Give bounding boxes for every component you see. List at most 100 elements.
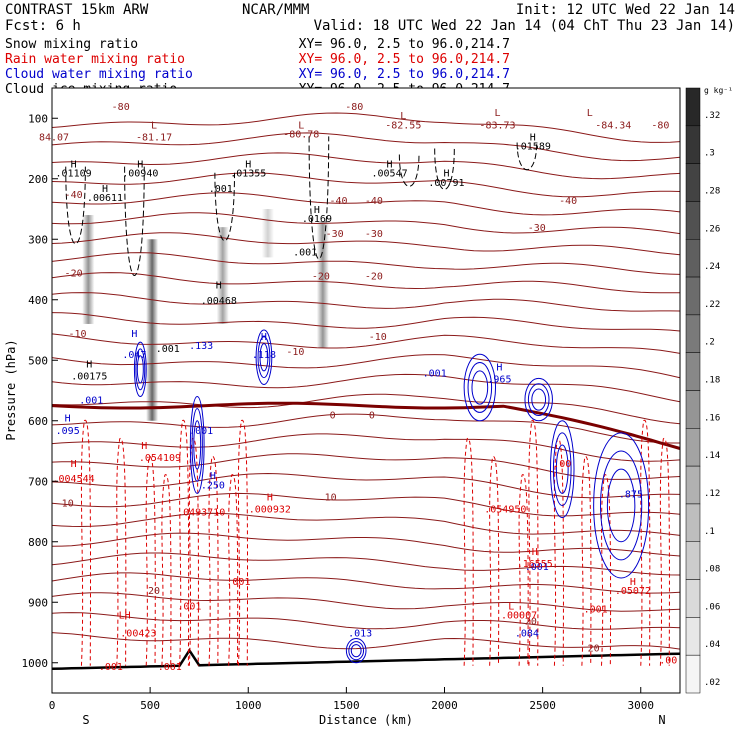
- isotherm-label: 20: [525, 616, 537, 627]
- contour-labels: -80 -80 -80 -40 -40 -40 -40 -30 -30 -30 -20 -20 -20 -…: [39, 102, 677, 673]
- extremum-label: .0493710: [177, 508, 225, 519]
- forecast-hour: Fcst: 6 h: [5, 18, 81, 34]
- extremum-label: L: [298, 120, 304, 131]
- colorbar-segment: [685, 125, 701, 164]
- extremum-label: H: [496, 362, 502, 373]
- snow-shading: [82, 209, 329, 421]
- isotherm: [51, 453, 681, 480]
- x-tick-label: 3000: [628, 699, 655, 712]
- colorbar-tick-label: .14: [704, 451, 720, 461]
- extremum-label: H: [267, 492, 273, 503]
- extremum-label: .01109: [56, 169, 92, 180]
- colorbar-segment: [685, 239, 701, 278]
- x-tick-label: 1500: [333, 699, 360, 712]
- isotherm-label: -30: [326, 229, 344, 240]
- isotherm: [51, 312, 681, 332]
- colorbar-tick-label: .3: [704, 149, 715, 159]
- cloud-water-contour: [133, 341, 147, 398]
- legend-xy: XY= 96.0, 2.5 to 96.0,214.7: [299, 67, 510, 82]
- isotherm: [51, 393, 681, 425]
- colorbar-segment: [685, 390, 701, 429]
- extremum-label: .000932: [249, 504, 291, 515]
- colorbar-tick-label: .24: [704, 262, 720, 272]
- x-tick-label: 0: [49, 699, 56, 712]
- extremum-label: .133: [189, 341, 213, 352]
- freezing-isotherm: [51, 401, 681, 450]
- isotherm: [51, 172, 681, 198]
- extremum-label: H: [71, 160, 77, 171]
- extremum-label: .001: [209, 184, 233, 195]
- extremum-label: .001: [293, 247, 317, 258]
- extremum-label: H: [387, 160, 393, 171]
- cloud-water-contour: [255, 329, 273, 385]
- cloud-water-contour: [555, 444, 569, 494]
- cloud-water-contour: [257, 336, 271, 379]
- colorbar-tick-label: .06: [704, 602, 720, 612]
- cloud-water-contour: [345, 638, 367, 664]
- isotherm: [51, 252, 681, 275]
- extremum-label: H: [71, 459, 77, 470]
- rain-contour: [145, 456, 156, 666]
- rain-contour: [179, 419, 190, 666]
- extremum-label: H: [102, 184, 108, 195]
- isotherm-label: 10: [325, 492, 337, 503]
- cloud-water-contour: [471, 370, 489, 405]
- rain-contour: [237, 419, 249, 666]
- extremum-label: H: [314, 205, 320, 216]
- isotherm: [51, 572, 681, 594]
- extremum-label: .001: [525, 562, 549, 573]
- snow-streak: [216, 227, 229, 324]
- temperature-isotherms: [51, 112, 681, 671]
- legend-label: Cloud water mixing ratio: [5, 67, 193, 82]
- isotherm-label: -20: [312, 272, 330, 283]
- extremum-label: .118: [252, 350, 276, 361]
- center-name: NCAR/MMM: [242, 2, 309, 18]
- extremum-label: .00423: [120, 629, 156, 640]
- snow-streak: [146, 239, 159, 421]
- surface-line: [51, 648, 681, 671]
- y-tick-label: 1000: [22, 657, 49, 670]
- isotherm-label: -40: [329, 196, 347, 207]
- plot-border: [51, 87, 681, 694]
- extremum-label: H: [210, 471, 216, 482]
- extremum-label: .084: [515, 629, 539, 640]
- colorbar-segment: [685, 503, 701, 542]
- extremum-label: .00175: [71, 371, 107, 382]
- cloud-water-contour: [191, 408, 203, 482]
- extremum-label: .00007: [501, 610, 537, 621]
- isotherm: [51, 612, 681, 630]
- cloud-water-contour: [350, 644, 362, 658]
- extremum-label: .250: [201, 480, 225, 491]
- isotherm-label: -80: [345, 102, 363, 113]
- extremum-label: H: [65, 414, 71, 425]
- extremum-label: .16555: [517, 559, 553, 570]
- extremum-label: H: [532, 547, 538, 558]
- isotherm-label: 20: [148, 586, 160, 597]
- cloud-ice-contour: [308, 136, 330, 260]
- isotherm: [51, 492, 681, 517]
- y-tick-label: 800: [28, 536, 48, 549]
- cloud-ice-contour: [398, 154, 420, 187]
- isotherm: [51, 232, 681, 256]
- isotherm-label: -80: [651, 120, 669, 131]
- isotherm: [51, 152, 681, 180]
- isotherm-label: -40: [559, 196, 577, 207]
- isotherm-label: -20: [365, 272, 383, 283]
- isotherm: [51, 292, 681, 312]
- snow-streak: [82, 215, 95, 324]
- cloud-water-contour: [531, 388, 547, 411]
- y-tick-label: 600: [28, 415, 48, 428]
- extremum-label: H: [216, 281, 222, 292]
- isotherm: [51, 433, 681, 462]
- extremum-label: L: [508, 601, 514, 612]
- rain-contour: [581, 456, 592, 666]
- isotherm-label: -40: [365, 196, 383, 207]
- colorbar-segment: [685, 579, 701, 618]
- isotherm: [51, 532, 681, 557]
- extremum-label: H: [245, 160, 251, 171]
- legend-label: Rain water mixing ratio: [5, 52, 185, 67]
- isotherm: [51, 272, 681, 294]
- extremum-label: .004544: [53, 474, 95, 485]
- model-title: CONTRAST 15km ARW: [5, 2, 149, 18]
- extremum-label: H: [131, 329, 137, 340]
